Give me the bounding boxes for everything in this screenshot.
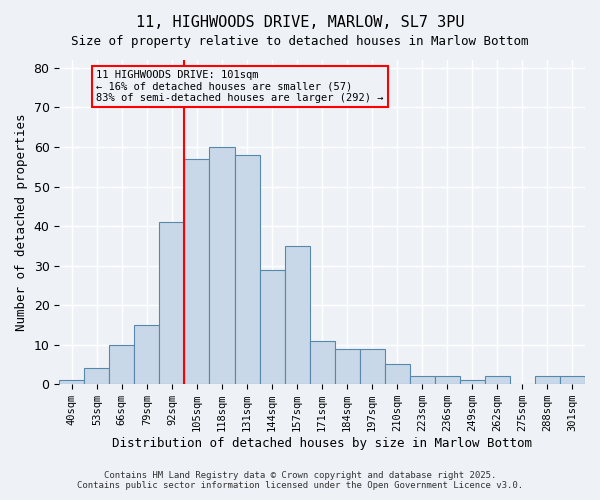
- Bar: [435, 376, 460, 384]
- Bar: [359, 348, 385, 384]
- Bar: [560, 376, 585, 384]
- Bar: [235, 155, 260, 384]
- Bar: [335, 348, 359, 384]
- Bar: [535, 376, 560, 384]
- Bar: [485, 376, 510, 384]
- Text: Size of property relative to detached houses in Marlow Bottom: Size of property relative to detached ho…: [71, 35, 529, 48]
- Y-axis label: Number of detached properties: Number of detached properties: [15, 114, 28, 331]
- Bar: [209, 147, 235, 384]
- Bar: [385, 364, 410, 384]
- Text: Contains HM Land Registry data © Crown copyright and database right 2025.
Contai: Contains HM Land Registry data © Crown c…: [77, 470, 523, 490]
- Bar: [260, 270, 284, 384]
- Bar: [59, 380, 85, 384]
- Bar: [284, 246, 310, 384]
- Bar: [460, 380, 485, 384]
- Bar: [85, 368, 109, 384]
- Bar: [109, 344, 134, 384]
- Text: 11 HIGHWOODS DRIVE: 101sqm
← 16% of detached houses are smaller (57)
83% of semi: 11 HIGHWOODS DRIVE: 101sqm ← 16% of deta…: [96, 70, 383, 103]
- Bar: [160, 222, 184, 384]
- Bar: [184, 159, 209, 384]
- Bar: [134, 325, 160, 384]
- Text: 11, HIGHWOODS DRIVE, MARLOW, SL7 3PU: 11, HIGHWOODS DRIVE, MARLOW, SL7 3PU: [136, 15, 464, 30]
- X-axis label: Distribution of detached houses by size in Marlow Bottom: Distribution of detached houses by size …: [112, 437, 532, 450]
- Bar: [310, 340, 335, 384]
- Bar: [410, 376, 435, 384]
